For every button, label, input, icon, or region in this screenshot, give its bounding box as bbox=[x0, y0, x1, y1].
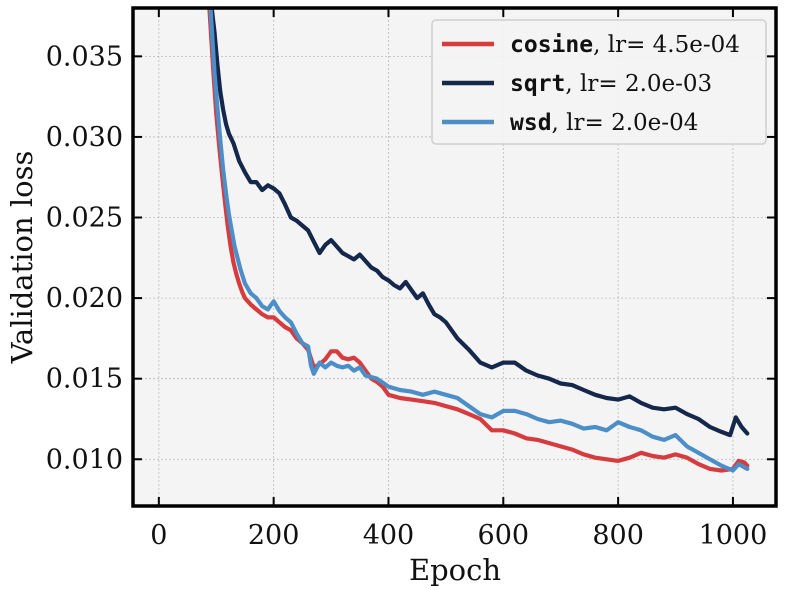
x-tick-label: 800 bbox=[592, 520, 644, 551]
series-line-wsd bbox=[208, 8, 750, 473]
x-tick-label: 1000 bbox=[699, 520, 768, 551]
y-tick-label: 0.010 bbox=[46, 444, 123, 475]
legend-label-sqrt: sqrt, lr= 2.0e-03 bbox=[510, 71, 712, 97]
x-tick-label: 0 bbox=[150, 520, 167, 551]
series-line-cosine bbox=[207, 8, 750, 473]
y-axis-title: Validation loss bbox=[5, 151, 39, 365]
x-tick-label: 200 bbox=[248, 520, 300, 551]
y-tick-label: 0.025 bbox=[46, 203, 123, 234]
y-tick-label: 0.020 bbox=[46, 283, 123, 314]
series-line-sqrt bbox=[209, 8, 750, 438]
legend: cosine, lr= 4.5e-04 sqrt, lr= 2.0e-03 ws… bbox=[431, 19, 767, 145]
legend-entry-wsd: wsd, lr= 2.0e-04 bbox=[442, 110, 698, 136]
plot-frame bbox=[131, 6, 778, 508]
axis-ticks: 0 200 400 600 800 1000 0.010 0.015 0.020 0.025 0.0… bbox=[46, 8, 776, 551]
y-tick-label: 0.035 bbox=[46, 41, 123, 72]
x-tick-label: 400 bbox=[363, 520, 415, 551]
x-axis-title: Epoch bbox=[409, 553, 501, 587]
legend-entry-cosine: cosine, lr= 4.5e-04 bbox=[442, 32, 740, 58]
legend-label-cosine: cosine, lr= 4.5e-04 bbox=[510, 32, 740, 58]
legend-label-wsd: wsd, lr= 2.0e-04 bbox=[510, 110, 698, 136]
legend-box bbox=[431, 19, 767, 145]
y-tick-label: 0.015 bbox=[46, 364, 123, 395]
y-tick-label: 0.030 bbox=[46, 122, 123, 153]
legend-entry-sqrt: sqrt, lr= 2.0e-03 bbox=[442, 71, 712, 97]
series-layer bbox=[207, 8, 750, 473]
x-tick-label: 600 bbox=[478, 520, 530, 551]
